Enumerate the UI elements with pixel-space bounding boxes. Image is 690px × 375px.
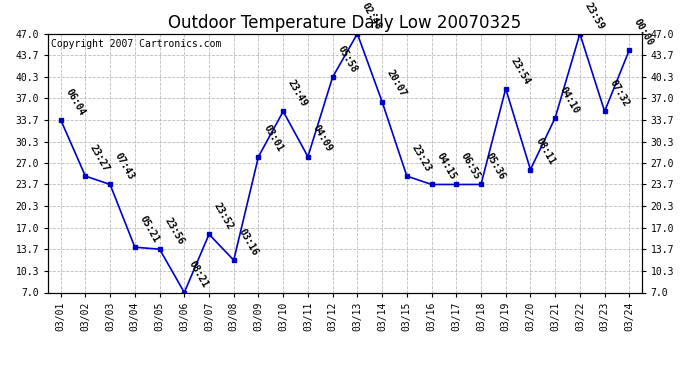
Text: 05:36: 05:36	[484, 151, 507, 182]
Text: 23:27: 23:27	[88, 143, 112, 173]
Text: 23:52: 23:52	[212, 201, 235, 231]
Text: 07:43: 07:43	[113, 151, 136, 182]
Text: 00:00: 00:00	[632, 17, 656, 47]
Text: 04:09: 04:09	[310, 123, 334, 154]
Text: 02:48: 02:48	[360, 0, 384, 31]
Text: 08:11: 08:11	[533, 136, 557, 167]
Text: 07:32: 07:32	[607, 78, 631, 109]
Text: 03:01: 03:01	[262, 123, 284, 154]
Text: 06:04: 06:04	[63, 87, 87, 117]
Text: 04:15: 04:15	[434, 151, 457, 182]
Text: 06:55: 06:55	[459, 151, 482, 182]
Text: 04:10: 04:10	[558, 85, 581, 115]
Text: 23:23: 23:23	[410, 143, 433, 173]
Title: Outdoor Temperature Daily Low 20070325: Outdoor Temperature Daily Low 20070325	[168, 14, 522, 32]
Text: 08:21: 08:21	[187, 259, 210, 290]
Text: 23:49: 23:49	[286, 78, 309, 109]
Text: 05:58: 05:58	[335, 44, 359, 74]
Text: Copyright 2007 Cartronics.com: Copyright 2007 Cartronics.com	[51, 39, 221, 49]
Text: 23:54: 23:54	[509, 56, 532, 86]
Text: 20:07: 20:07	[385, 69, 408, 99]
Text: 05:21: 05:21	[137, 214, 161, 244]
Text: 23:56: 23:56	[162, 216, 186, 246]
Text: 23:59: 23:59	[582, 0, 606, 31]
Text: 03:16: 03:16	[237, 227, 260, 257]
